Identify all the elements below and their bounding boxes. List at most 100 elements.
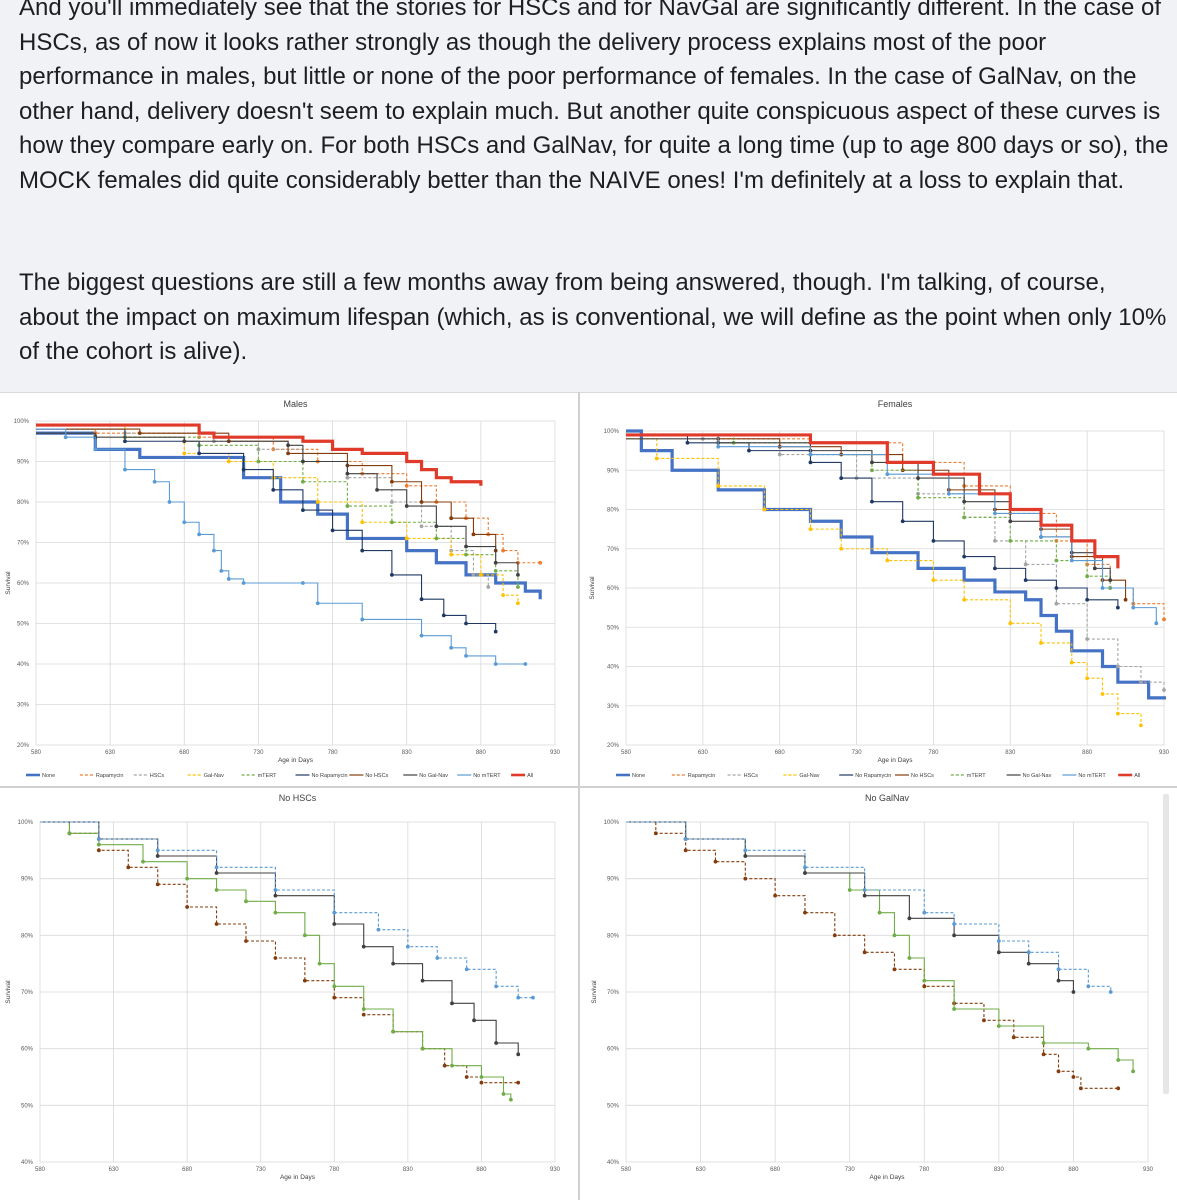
post-paragraph-1: And you'll immediately see that the stor… bbox=[19, 0, 1169, 194]
y-tick-label: 100% bbox=[14, 419, 30, 425]
data-point-mtert bbox=[922, 978, 927, 983]
data-point-no-rapamycin bbox=[441, 613, 446, 618]
legend-label-no-rapamycin: No Rapamycin bbox=[312, 773, 348, 779]
chart-panel-females: 580 630 680 730 780 830 880 930 20% 30% 40% 50% 60% 7… bbox=[580, 393, 1177, 786]
data-point-no-hscs bbox=[286, 451, 290, 456]
chart-panel-males: 580 630 680 730 780 830 880 930 20% 30% 40% 50% 60% 7… bbox=[0, 393, 578, 786]
data-point-mtert bbox=[907, 956, 912, 960]
data-point-mtert bbox=[1131, 1069, 1135, 1074]
data-point-no-mtert bbox=[516, 995, 521, 1000]
y-tick-label: 80% bbox=[21, 933, 34, 939]
data-point-no-mtert bbox=[993, 511, 997, 516]
x-tick-label: 580 bbox=[31, 750, 42, 756]
y-tick-label: 70% bbox=[17, 541, 30, 547]
data-point-no-gal-nav bbox=[952, 933, 957, 938]
y-tick-label: 80% bbox=[607, 508, 620, 514]
data-point-hscs bbox=[1139, 680, 1143, 685]
data-point-gal-nav bbox=[182, 451, 187, 456]
x-tick-label: 580 bbox=[621, 1167, 632, 1173]
y-tick-label: 50% bbox=[607, 625, 620, 631]
data-point-mtert bbox=[301, 479, 305, 484]
data-point-no-mtert bbox=[1086, 984, 1091, 989]
data-point-no-mtert bbox=[152, 479, 157, 484]
legend-label-none: None bbox=[632, 773, 645, 779]
data-point-no-mtert bbox=[376, 927, 381, 932]
series-line-gal-nav bbox=[626, 438, 1142, 726]
data-point-hscs bbox=[345, 475, 350, 480]
data-point-no-hscs bbox=[479, 1080, 484, 1085]
series-line-no-rapamycin bbox=[36, 428, 497, 632]
data-point-no-rapamycin bbox=[962, 554, 967, 559]
data-point-no-gal-nav bbox=[332, 922, 337, 926]
legend-label-rapamycin: Rapamycin bbox=[96, 773, 124, 779]
data-point-no-hscs bbox=[449, 516, 454, 521]
post-paragraph-2: The biggest questions are still a few mo… bbox=[19, 269, 1167, 366]
y-tick-label: 70% bbox=[21, 990, 34, 996]
data-point-no-rapamycin bbox=[839, 476, 844, 480]
data-point-no-gal-nav bbox=[493, 560, 498, 565]
data-point-hscs bbox=[1162, 688, 1166, 692]
data-point-no-gal-nav bbox=[155, 854, 160, 858]
x-tick-label: 880 bbox=[476, 750, 487, 756]
data-point-mtert bbox=[501, 1092, 506, 1096]
data-point-no-mtert bbox=[885, 472, 890, 477]
data-point-gal-nav bbox=[931, 578, 936, 583]
x-tick-label: 630 bbox=[105, 750, 116, 756]
data-point-no-rapamycin bbox=[685, 440, 690, 445]
data-point-no-mtert bbox=[301, 581, 305, 585]
data-point-mtert bbox=[996, 1024, 1001, 1028]
data-point-no-hscs bbox=[1078, 1086, 1083, 1091]
series-line-all bbox=[626, 433, 1120, 569]
data-point-hscs bbox=[1023, 562, 1028, 567]
data-point-no-hscs bbox=[273, 956, 278, 960]
y-tick-label: 40% bbox=[607, 665, 620, 671]
data-point-no-mtert bbox=[716, 444, 721, 449]
data-point-no-rapamycin bbox=[330, 528, 335, 533]
x-tick-label: 580 bbox=[35, 1167, 46, 1173]
legend-label-all: All bbox=[1134, 773, 1140, 779]
data-point-no-gal-nav bbox=[273, 893, 278, 898]
series-line-rapamycin bbox=[626, 434, 1166, 620]
data-point-mtert bbox=[273, 910, 278, 915]
series-line-mtert bbox=[626, 821, 1134, 1072]
series-line-mtert bbox=[36, 428, 519, 588]
data-point-no-gal-nav bbox=[464, 544, 468, 549]
data-point-no-gal-nav bbox=[516, 573, 520, 577]
x-tick-label: 780 bbox=[919, 1167, 930, 1173]
data-point-no-mtert bbox=[273, 888, 278, 892]
x-axis-label: Age in Days bbox=[278, 757, 314, 764]
data-point-no-hscs bbox=[1041, 1052, 1046, 1057]
series-line-none bbox=[626, 429, 1166, 700]
y-tick-label: 40% bbox=[607, 1160, 620, 1166]
data-point-hscs bbox=[389, 500, 394, 504]
post-text-area: And you'll immediately see that the stor… bbox=[0, 0, 1177, 392]
data-point-hscs bbox=[471, 573, 476, 577]
data-point-mtert bbox=[185, 876, 190, 881]
y-tick-label: 80% bbox=[17, 500, 30, 506]
data-point-no-mtert bbox=[683, 837, 688, 841]
data-point-no-rapamycin bbox=[1023, 578, 1028, 583]
data-point-no-rapamycin bbox=[1085, 597, 1090, 602]
x-tick-label: 780 bbox=[928, 750, 939, 756]
data-point-no-hscs bbox=[185, 905, 190, 909]
data-point-rapamycin bbox=[538, 560, 543, 565]
y-tick-label: 40% bbox=[21, 1160, 34, 1166]
data-point-no-hscs bbox=[1056, 1069, 1061, 1074]
legend-label-no-hscs: No HSCs bbox=[365, 773, 388, 779]
data-point-no-hscs bbox=[1011, 1035, 1016, 1040]
x-tick-label: 780 bbox=[328, 750, 339, 756]
series-line-no-hscs bbox=[36, 428, 497, 551]
data-point-no-gal-nav bbox=[907, 916, 912, 921]
y-tick-label: 70% bbox=[607, 990, 620, 996]
x-tick-label: 930 bbox=[550, 750, 561, 756]
chart-panel-no-hscs: 580 630 680 730 780 830 880 930 40% 50% 60% 70% 80% 9… bbox=[0, 788, 578, 1200]
data-point-no-mtert bbox=[93, 447, 98, 452]
x-tick-label: 830 bbox=[403, 1167, 414, 1173]
y-tick-label: 60% bbox=[21, 1047, 34, 1053]
data-point-no-gal-nav bbox=[803, 871, 807, 875]
data-point-no-hscs bbox=[1123, 597, 1128, 602]
data-point-mtert bbox=[96, 842, 101, 847]
scrollbar-handle[interactable] bbox=[1163, 794, 1169, 1094]
data-point-no-gal-nav bbox=[996, 950, 1001, 955]
data-point-no-rapamycin bbox=[900, 519, 905, 524]
